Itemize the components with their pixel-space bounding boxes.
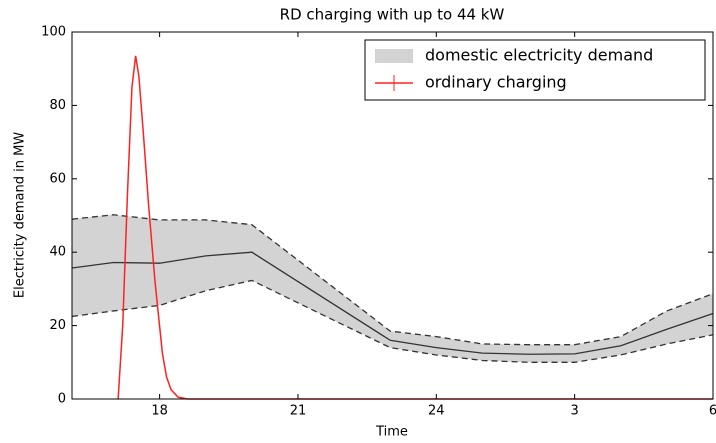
y-tick-label: 60 [49,171,66,186]
band-edge [71,214,714,346]
band-area [72,214,713,363]
x-axis-label: Time [375,425,408,440]
legend-swatch [375,49,413,63]
x-tick-label: 6 [709,404,716,419]
legend-label: ordinary charging [425,73,567,92]
line [117,55,713,400]
x-tick-label: 21 [290,404,307,419]
legend-label: domestic electricity demand [425,46,653,65]
legend-box [364,39,706,101]
y-tick-label: 40 [49,245,66,260]
x-tick-label: 24 [428,404,445,419]
x-tick-label: 18 [151,404,168,419]
y-tick-label: 20 [49,318,66,333]
y-tick-label: 80 [49,98,66,113]
mean-line [71,251,714,355]
y-axis-label: Electricity demand in MW [13,132,28,298]
x-tick-label: 3 [571,404,579,419]
chart-title: RD charging with up to 44 kW [280,6,505,24]
plot-frame [71,31,714,400]
band-edge [71,279,714,363]
y-tick-label: 0 [58,392,66,407]
y-tick-label: 100 [41,25,66,40]
